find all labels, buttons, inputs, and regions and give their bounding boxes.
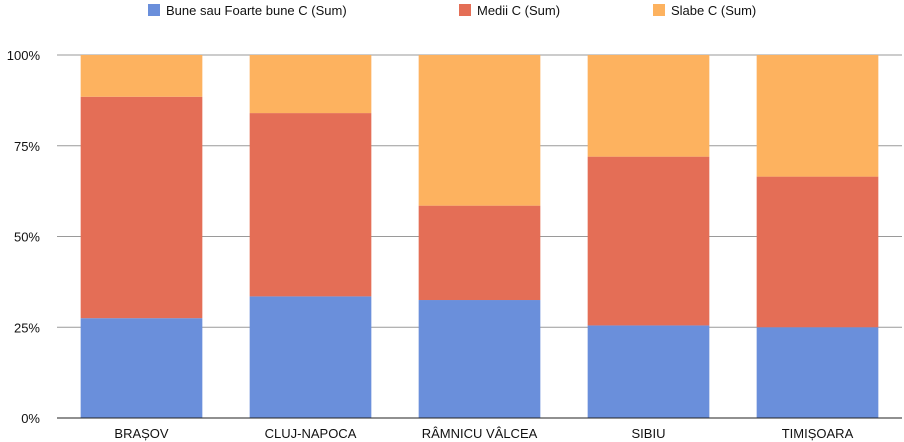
bar-segment xyxy=(587,325,710,418)
bar-segment xyxy=(418,205,541,301)
bar-segment xyxy=(249,296,372,418)
bar-segment xyxy=(756,176,879,328)
y-tick-label: 75% xyxy=(14,139,40,154)
bar-segment xyxy=(418,55,541,206)
legend-label: Bune sau Foarte bune C (Sum) xyxy=(166,3,347,18)
legend-swatch xyxy=(459,4,471,16)
y-axis-ticks: 0% 25% 50% 75% 100% xyxy=(7,48,41,426)
bar-segment xyxy=(756,327,879,418)
x-axis-labels: BRAȘOV CLUJ-NAPOCA RÂMNICU VÂLCEA SIBIU TIMI… xyxy=(114,426,853,441)
x-tick-label: SIBIU xyxy=(632,426,666,441)
bars xyxy=(57,55,902,419)
y-tick-label: 100% xyxy=(7,48,41,63)
legend-label: Slabe C (Sum) xyxy=(671,3,756,18)
bar-segment xyxy=(80,55,203,97)
x-tick-label: RÂMNICU VÂLCEA xyxy=(422,426,538,441)
x-tick-label: TIMIȘOARA xyxy=(782,426,854,441)
bar-segment xyxy=(249,113,372,297)
bar-segment xyxy=(80,96,203,319)
legend-label: Medii C (Sum) xyxy=(477,3,560,18)
y-tick-label: 25% xyxy=(14,320,40,335)
legend-swatch xyxy=(148,4,160,16)
x-tick-label: BRAȘOV xyxy=(114,426,169,441)
bar-segment xyxy=(587,156,710,326)
y-tick-label: 50% xyxy=(14,230,40,245)
x-tick-label: CLUJ-NAPOCA xyxy=(265,426,357,441)
bar-segment xyxy=(249,55,372,114)
bar-segment xyxy=(80,318,203,418)
bar-segment xyxy=(756,55,879,177)
legend-swatch xyxy=(653,4,665,16)
legend: Bune sau Foarte bune C (Sum) Medii C (Sum… xyxy=(148,3,756,18)
y-tick-label: 0% xyxy=(21,411,40,426)
bar-segment xyxy=(418,300,541,418)
bar-segment xyxy=(587,55,710,157)
